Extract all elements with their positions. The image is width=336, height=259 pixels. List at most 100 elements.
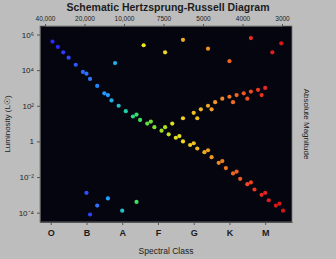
chart-title: Schematic Hertzsprung-Russell Diagram xyxy=(66,1,269,13)
x2-tick-mark xyxy=(243,24,244,26)
x-tick-mark xyxy=(51,222,52,225)
y-tick-label: 1 xyxy=(30,137,35,146)
star-point xyxy=(252,187,256,191)
x2-tick-label: 10,000 xyxy=(115,15,135,22)
star-point xyxy=(74,63,78,67)
star-point xyxy=(256,88,260,92)
star-point xyxy=(220,159,224,163)
star-point xyxy=(209,107,213,111)
x2-tick-mark xyxy=(85,24,86,26)
x-tick-label: M xyxy=(262,228,270,238)
y-tick-mark xyxy=(37,141,40,142)
star-point xyxy=(66,56,70,60)
x2-tick-mark xyxy=(203,24,204,26)
x2-tick-mark xyxy=(164,24,165,26)
star-point xyxy=(159,129,163,133)
star-point xyxy=(249,89,253,93)
y-tick: 1 xyxy=(30,137,40,146)
y-tick-label: 10² xyxy=(22,102,34,111)
star-point xyxy=(124,109,128,113)
main-sequence-outline xyxy=(63,169,302,234)
star-point xyxy=(267,198,271,202)
star-point xyxy=(188,143,192,147)
star-point xyxy=(84,72,88,76)
star-point xyxy=(181,116,185,120)
x2-tick-label: 7500 xyxy=(157,15,172,22)
star-point xyxy=(131,114,135,118)
star-point xyxy=(195,116,199,120)
star-point xyxy=(213,100,217,104)
x-axis: OBAFGKM xyxy=(41,222,293,238)
chart-container: OBAFGKM40,00020,00010,000750050004000300… xyxy=(0,0,336,259)
star-point xyxy=(152,125,156,129)
x-tick-label: A xyxy=(119,228,126,238)
points xyxy=(50,36,285,217)
star-point xyxy=(88,77,92,81)
star-point xyxy=(245,97,249,101)
x2-tick-mark xyxy=(45,24,46,26)
x2-axis: 40,00020,00010,0007500500040003000 xyxy=(36,15,291,27)
star-point xyxy=(263,191,267,195)
y-axis-title: Luminosity (L☉) xyxy=(3,95,12,153)
star-point xyxy=(88,212,92,216)
x-axis-line xyxy=(41,222,293,223)
plot-frame xyxy=(40,26,292,222)
star-point xyxy=(227,95,231,99)
star-point xyxy=(260,93,264,97)
x2-tick: 4000 xyxy=(236,15,251,26)
y-tick: 10⁻² xyxy=(19,173,40,182)
x-tick: F xyxy=(156,222,162,238)
star-point xyxy=(95,84,99,88)
y-tick: 10⁴ xyxy=(22,66,40,75)
y-tick-label: 10⁻² xyxy=(19,173,34,182)
star-point xyxy=(199,107,203,111)
x2-tick-label: 20,000 xyxy=(75,15,95,22)
y-tick-mark xyxy=(37,213,40,214)
star-point xyxy=(106,196,110,200)
x-tick: M xyxy=(262,222,270,238)
star-point xyxy=(217,161,221,165)
star-point xyxy=(227,59,231,63)
star-point xyxy=(170,121,174,125)
star-point xyxy=(220,97,224,101)
star-point xyxy=(206,104,210,108)
star-point xyxy=(231,171,235,175)
y-tick-mark xyxy=(37,106,40,107)
x-axis-title: Spectral Class xyxy=(139,246,194,256)
star-point xyxy=(206,148,210,152)
x-tick-label: B xyxy=(84,228,91,238)
star-point xyxy=(260,193,264,197)
plot-area xyxy=(40,26,292,222)
star-point xyxy=(277,202,281,206)
star-point xyxy=(192,141,196,145)
x-tick-label: G xyxy=(191,228,198,238)
star-point xyxy=(106,93,110,97)
y-tick-label: 10⁶ xyxy=(22,31,34,40)
y-tick-mark xyxy=(37,177,40,178)
star-point xyxy=(270,50,274,54)
star-point xyxy=(120,209,124,213)
x-tick-mark xyxy=(229,222,230,225)
x-tick: G xyxy=(191,222,198,238)
star-point xyxy=(192,111,196,115)
star-point xyxy=(238,177,242,181)
y-tick-label: 10⁻⁴ xyxy=(19,209,35,218)
star-point xyxy=(263,86,267,90)
y-tick-mark xyxy=(37,70,40,71)
x2-tick-label: 3000 xyxy=(275,15,290,22)
star-point xyxy=(234,170,238,174)
star-point xyxy=(202,150,206,154)
y2-axis-title: Absolute Magnitude xyxy=(302,89,311,160)
x-tick-label: O xyxy=(48,228,55,238)
star-point xyxy=(84,191,88,195)
y-tick: 10⁻⁴ xyxy=(19,209,40,218)
star-point xyxy=(181,139,185,143)
star-point xyxy=(209,155,213,159)
star-point xyxy=(109,98,113,102)
star-point xyxy=(167,132,171,136)
x2-axis-line xyxy=(46,26,283,27)
star-point xyxy=(177,134,181,138)
x-tick-mark xyxy=(158,222,159,225)
star-point xyxy=(231,100,235,104)
chart-svg: OBAFGKM40,00020,00010,000750050004000300… xyxy=(0,0,336,259)
